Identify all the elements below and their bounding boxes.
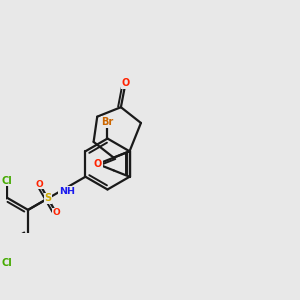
Text: S: S (44, 194, 52, 203)
Text: Cl: Cl (2, 258, 13, 268)
Text: NH: NH (59, 187, 75, 196)
Text: O: O (94, 159, 102, 169)
Text: Cl: Cl (2, 176, 13, 186)
Text: O: O (52, 208, 60, 217)
Text: O: O (121, 78, 130, 88)
Text: Br: Br (101, 117, 114, 127)
Text: O: O (36, 180, 43, 189)
